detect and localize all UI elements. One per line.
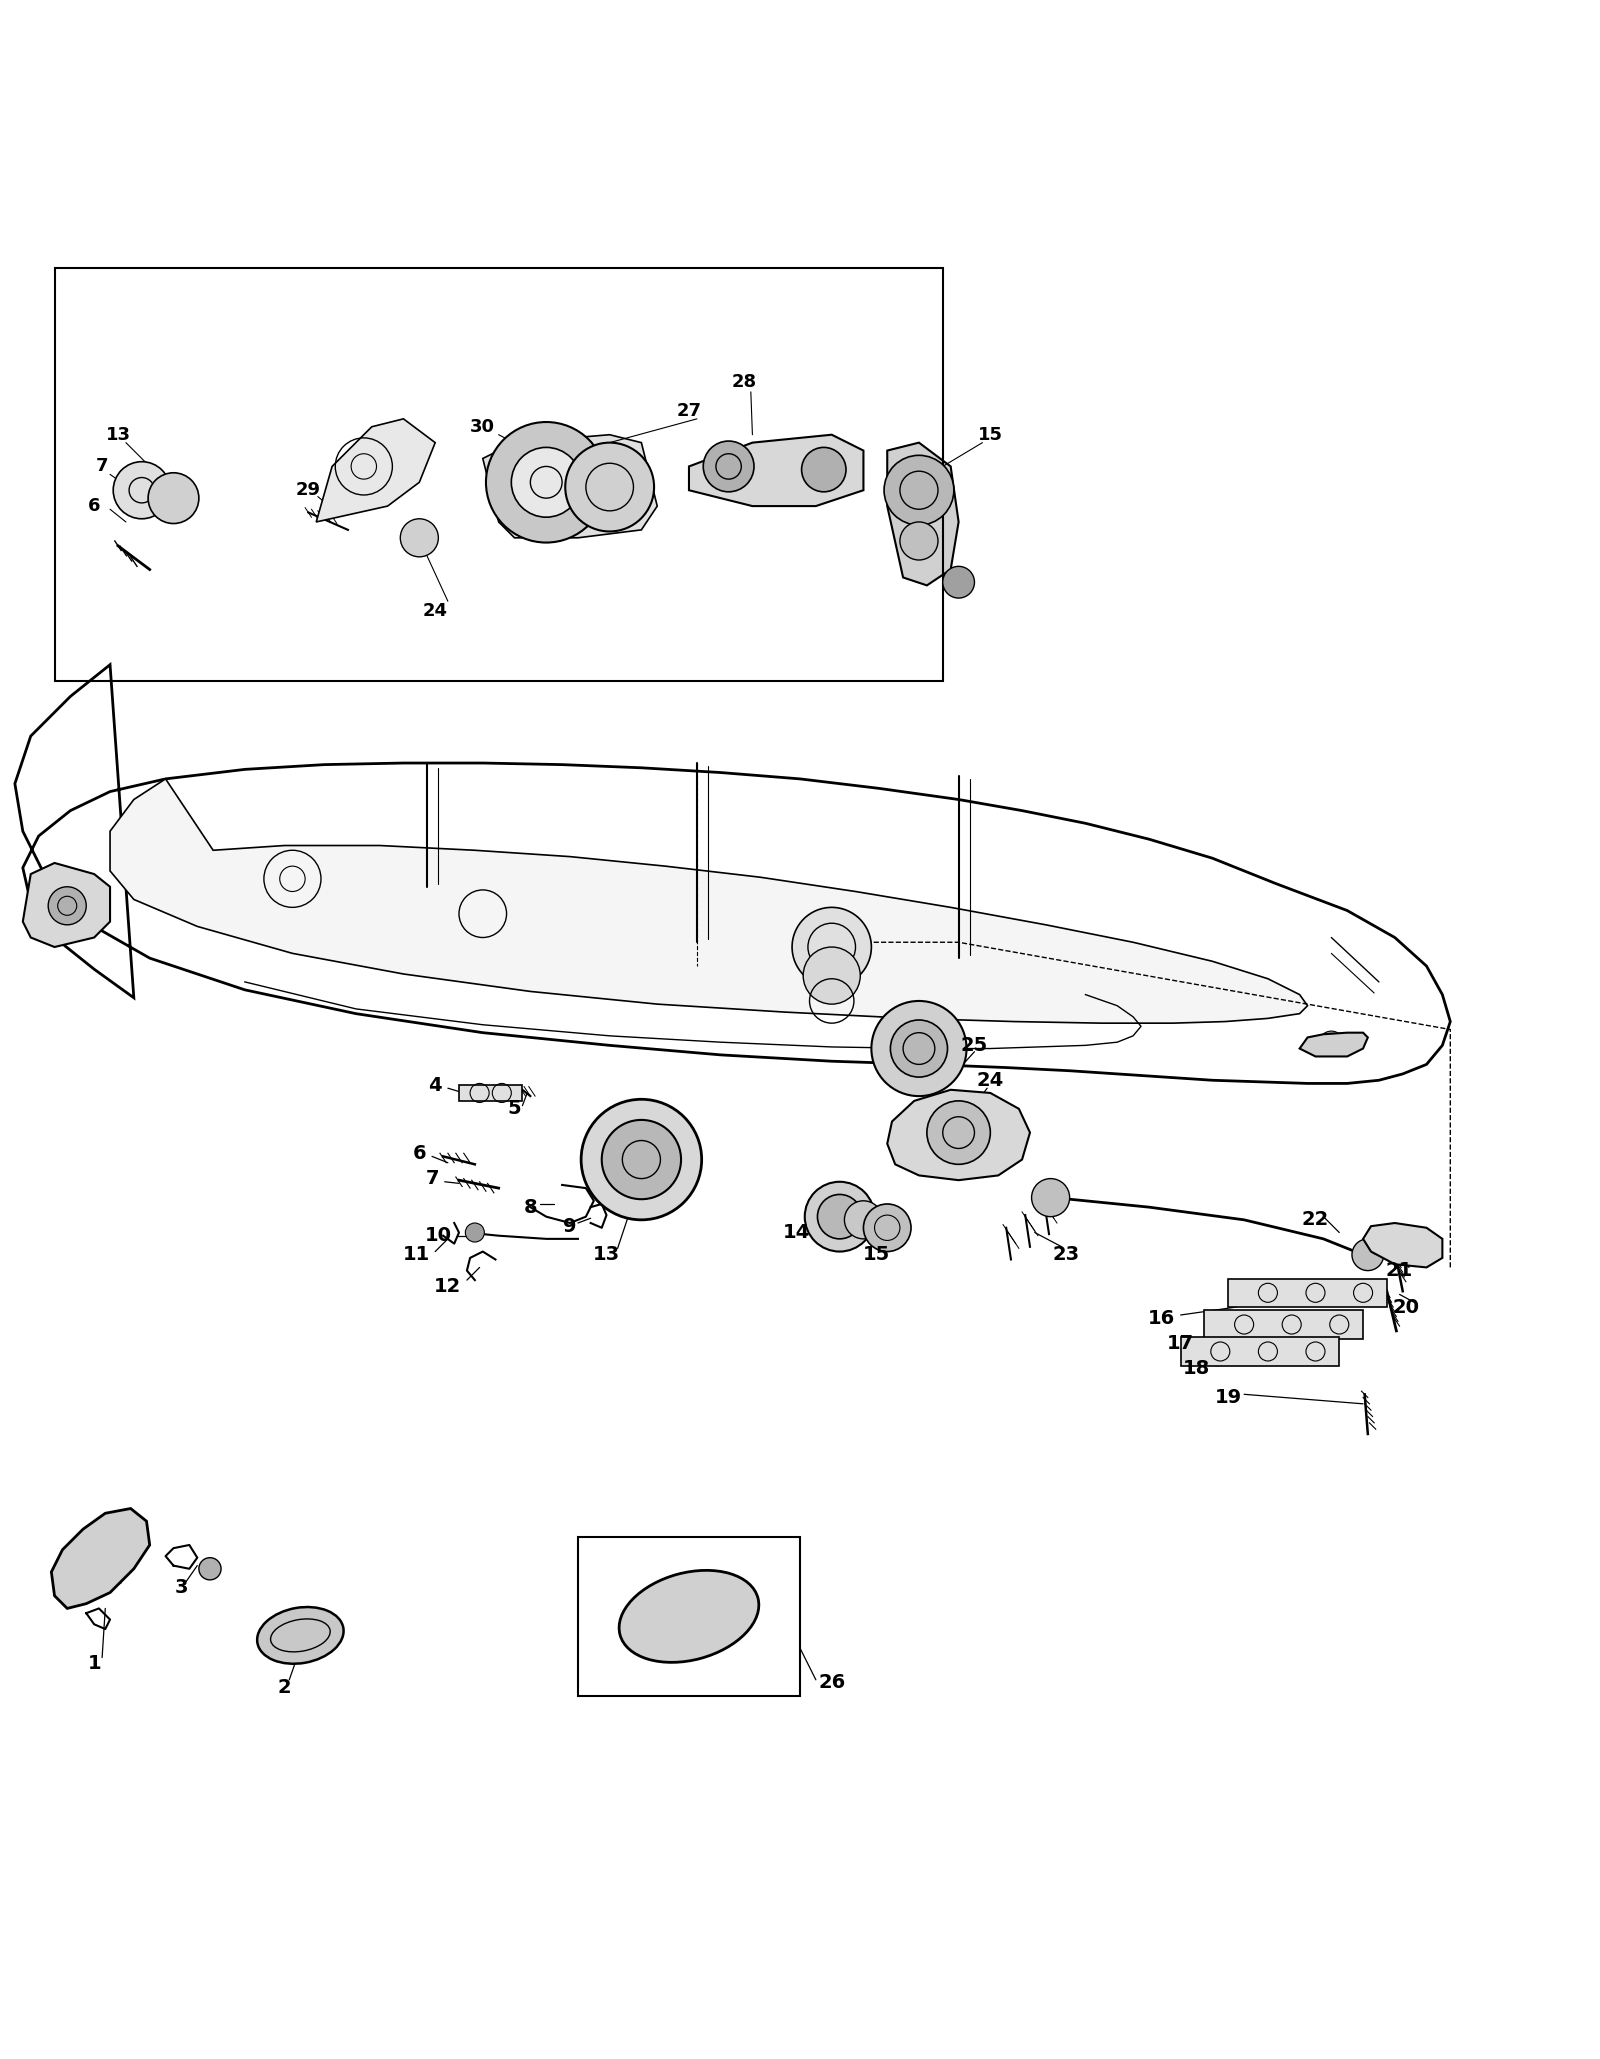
Circle shape [1416, 1240, 1438, 1262]
Bar [578, 1538, 800, 1697]
Circle shape [512, 447, 581, 517]
Circle shape [466, 1223, 485, 1242]
Circle shape [486, 422, 606, 544]
Circle shape [792, 908, 872, 986]
Circle shape [926, 1102, 990, 1163]
Circle shape [845, 1200, 883, 1240]
Bar [54, 268, 942, 682]
Circle shape [114, 461, 170, 519]
Text: 14: 14 [784, 1223, 811, 1242]
Circle shape [581, 1100, 702, 1219]
Polygon shape [1299, 1034, 1368, 1056]
Text: 26: 26 [818, 1674, 845, 1692]
Circle shape [198, 1559, 221, 1579]
Text: 4: 4 [429, 1075, 442, 1095]
Circle shape [805, 1182, 875, 1252]
Ellipse shape [258, 1606, 344, 1664]
Text: 12: 12 [434, 1277, 461, 1295]
Text: 8: 8 [523, 1198, 538, 1217]
Circle shape [149, 474, 198, 523]
Polygon shape [888, 443, 958, 585]
Polygon shape [110, 778, 1307, 1023]
Circle shape [602, 1120, 682, 1198]
Text: 29: 29 [296, 482, 322, 498]
Text: 20: 20 [1392, 1297, 1419, 1316]
Text: 21: 21 [1386, 1260, 1413, 1281]
Text: 11: 11 [403, 1246, 430, 1264]
Polygon shape [888, 1089, 1030, 1180]
Circle shape [803, 947, 861, 1005]
Circle shape [818, 1194, 862, 1240]
Text: 5: 5 [507, 1100, 522, 1118]
Text: 22: 22 [1302, 1211, 1330, 1229]
Text: 25: 25 [962, 1036, 989, 1054]
Text: 7: 7 [426, 1170, 438, 1188]
Text: 2: 2 [278, 1678, 291, 1697]
Bar [1181, 1336, 1339, 1365]
Text: 6: 6 [413, 1143, 426, 1163]
Text: 15: 15 [862, 1246, 890, 1264]
Polygon shape [1363, 1223, 1442, 1268]
Circle shape [885, 455, 954, 525]
Text: 7: 7 [96, 457, 109, 476]
Polygon shape [317, 418, 435, 521]
Circle shape [48, 887, 86, 924]
Polygon shape [14, 665, 1450, 1083]
Polygon shape [690, 434, 864, 507]
Circle shape [704, 441, 754, 492]
Circle shape [872, 1001, 966, 1095]
Text: 19: 19 [1214, 1388, 1242, 1406]
Circle shape [565, 443, 654, 531]
Text: 13: 13 [594, 1246, 621, 1264]
Circle shape [891, 1019, 947, 1077]
Circle shape [864, 1205, 910, 1252]
Polygon shape [51, 1509, 150, 1608]
Polygon shape [22, 863, 110, 947]
Circle shape [1368, 1233, 1390, 1254]
Bar [1229, 1279, 1387, 1307]
Text: 17: 17 [1166, 1334, 1194, 1353]
Text: 9: 9 [563, 1217, 576, 1235]
Text: 18: 18 [1182, 1359, 1210, 1377]
Circle shape [802, 447, 846, 492]
Circle shape [1352, 1240, 1384, 1270]
Text: 28: 28 [731, 373, 757, 391]
Circle shape [1318, 1032, 1344, 1056]
Circle shape [942, 566, 974, 597]
Text: 10: 10 [426, 1227, 451, 1246]
Text: 27: 27 [677, 402, 701, 420]
Text: 24: 24 [976, 1071, 1003, 1089]
Bar [1205, 1310, 1363, 1338]
Text: 24: 24 [422, 601, 448, 620]
Text: 23: 23 [1053, 1246, 1080, 1264]
Text: 15: 15 [978, 426, 1003, 443]
Text: 30: 30 [470, 418, 496, 437]
Polygon shape [483, 434, 658, 537]
Text: 1: 1 [88, 1655, 101, 1674]
Text: 3: 3 [174, 1579, 189, 1598]
Circle shape [1032, 1178, 1070, 1217]
Circle shape [400, 519, 438, 556]
Text: 13: 13 [106, 426, 131, 443]
Text: 6: 6 [88, 496, 101, 515]
Polygon shape [459, 1085, 523, 1102]
Circle shape [899, 521, 938, 560]
Text: 16: 16 [1149, 1310, 1176, 1328]
Ellipse shape [619, 1571, 758, 1662]
